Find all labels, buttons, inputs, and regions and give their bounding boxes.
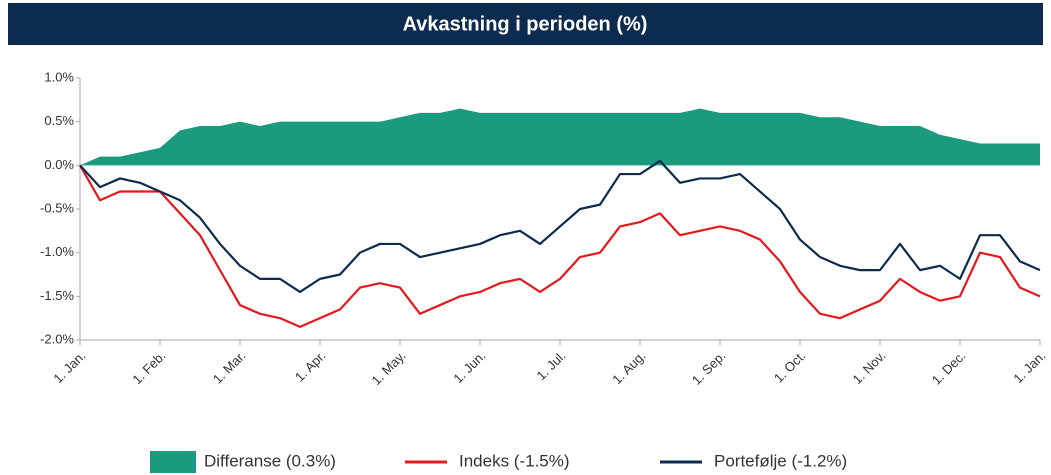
legend-label: Differanse (0.3%) <box>204 451 336 470</box>
y-tick-label: 1.0% <box>44 69 74 84</box>
x-tick-label: 1. Oct. <box>771 348 809 386</box>
x-tick-label: 1. Jun. <box>450 348 488 386</box>
x-tick-label: 1. Jan. <box>1010 348 1048 386</box>
x-tick-label: 1. Mar. <box>210 348 249 387</box>
x-tick-label: 1. Sep. <box>689 348 729 388</box>
y-tick-label: -0.5% <box>40 200 74 215</box>
chart-title: Avkastning i perioden (%) <box>403 13 648 35</box>
x-tick-label: 1. Jul. <box>533 348 568 383</box>
y-tick-label: -2.0% <box>40 331 74 346</box>
y-tick-label: 0.5% <box>44 113 74 128</box>
line <box>79 164 1041 328</box>
x-tick-label: 1. Aug. <box>609 348 648 387</box>
y-tick-label: -1.5% <box>40 288 74 303</box>
line <box>79 159 1041 294</box>
x-tick-label: 1. Feb. <box>129 348 168 387</box>
x-tick-label: 1. Jan. <box>50 348 88 386</box>
y-tick-label: 0.0% <box>44 157 74 172</box>
area <box>80 108 1040 166</box>
x-tick-label: 1. Dec. <box>929 348 969 388</box>
x-tick-label: 1. May. <box>368 348 408 388</box>
legend-label: Indeks (-1.5%) <box>459 451 570 470</box>
y-tick-label: -1.0% <box>40 244 74 259</box>
x-tick-label: 1. Apr. <box>292 348 329 385</box>
title-bar <box>8 3 1043 45</box>
legend-swatch <box>150 451 196 473</box>
legend-label: Portefølje (-1.2%) <box>714 451 847 470</box>
x-tick-label: 1. Nov. <box>850 348 889 387</box>
